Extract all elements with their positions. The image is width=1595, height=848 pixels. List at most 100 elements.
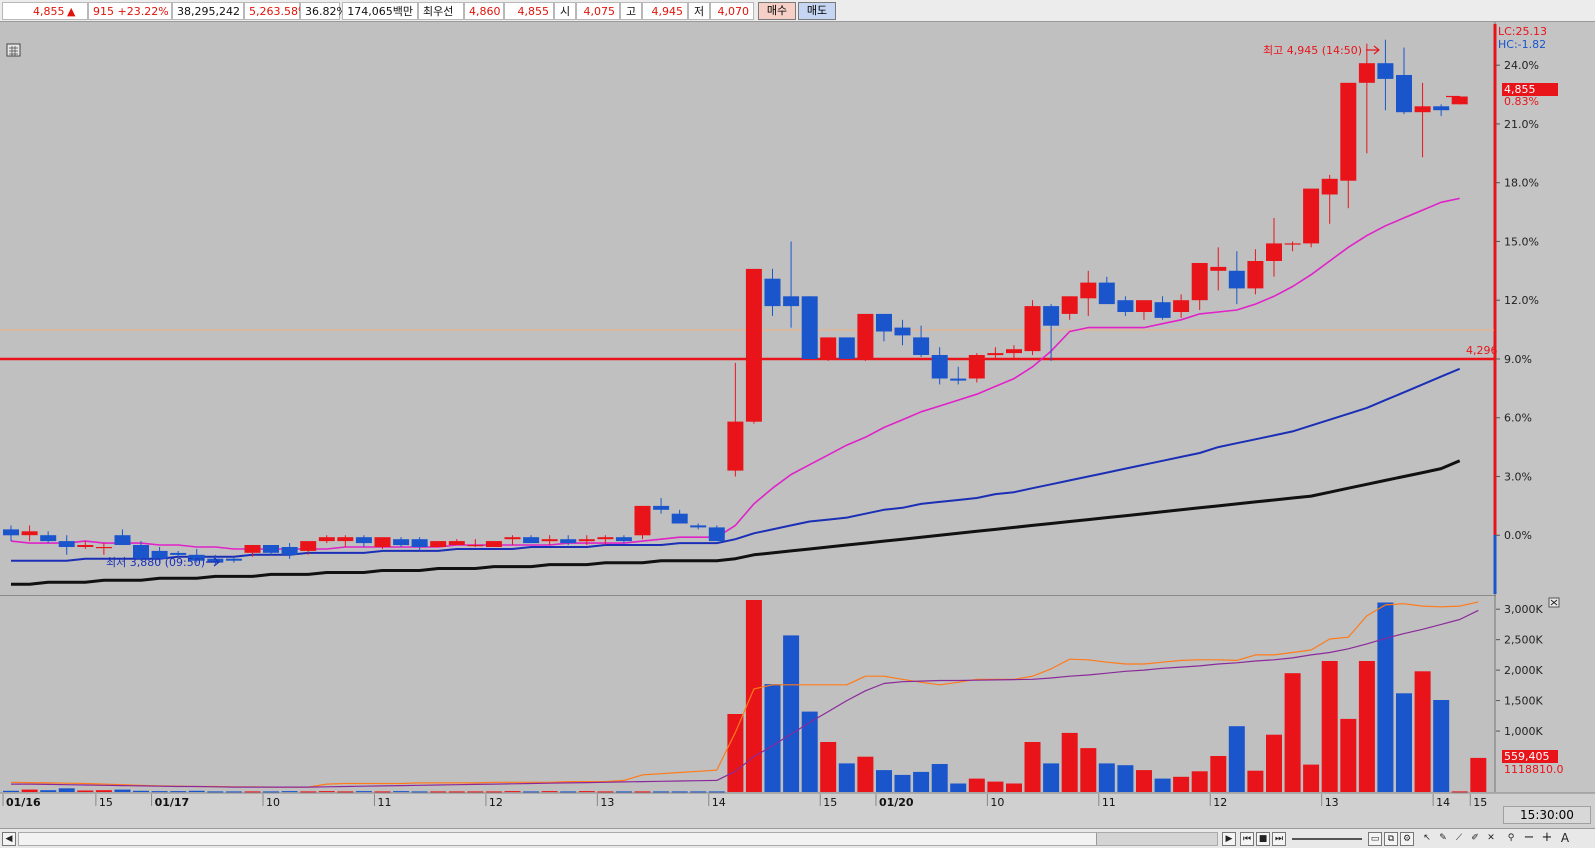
- candle-body: [727, 421, 744, 471]
- best-bid: 4,860: [469, 5, 501, 18]
- volume-bar: [318, 791, 335, 793]
- volume-bar: [950, 783, 967, 792]
- skip-forward-icon[interactable]: ⏭: [1272, 832, 1286, 846]
- window-copy-icon[interactable]: ⧉: [1384, 832, 1398, 846]
- trade-volume: 38,295,242: [177, 5, 240, 18]
- candle-body: [225, 558, 242, 561]
- volume-bar: [708, 791, 725, 793]
- zoom-slider[interactable]: [1292, 838, 1362, 840]
- volume-bar: [1006, 783, 1022, 792]
- volume-current-tag: 559,405: [1504, 750, 1550, 763]
- candle-body: [77, 545, 94, 547]
- candle-body: [1377, 63, 1394, 79]
- volume-bar: [1024, 742, 1041, 792]
- pen-icon[interactable]: ✐: [1471, 833, 1479, 843]
- scroll-thumb[interactable]: [1096, 833, 1217, 845]
- quote-bar: 4,855 ▲ 915 +23.22% 38,295,242 5,263.58%…: [0, 0, 1595, 22]
- volume-bar: [820, 742, 837, 792]
- chevron-right-icon[interactable]: ▶: [1222, 832, 1236, 846]
- time-tick-label: 01/20: [879, 796, 914, 809]
- time-tick-label: 11: [377, 796, 391, 809]
- volume-bar: [894, 774, 911, 792]
- high-label-box: 고: [620, 2, 642, 20]
- best-ask-box: 4,855: [504, 2, 554, 20]
- candle-body: [578, 539, 595, 542]
- volume-bar: [374, 791, 391, 793]
- stop-icon[interactable]: ■: [1256, 832, 1270, 846]
- settings-icon[interactable]: ⚙: [1400, 832, 1414, 846]
- plus-icon[interactable]: +: [1541, 830, 1553, 845]
- candle-body: [207, 558, 224, 563]
- hc-label: HC:-1.82: [1498, 38, 1546, 51]
- minus-icon[interactable]: −: [1523, 830, 1535, 845]
- price-tick-label: 3.0%: [1504, 470, 1532, 483]
- low-label-box: 저: [688, 2, 710, 20]
- sell-button[interactable]: 매도: [798, 2, 836, 20]
- candle-body: [430, 541, 447, 547]
- skip-back-icon[interactable]: ⏮: [1240, 832, 1254, 846]
- stock-chart[interactable]: 4,296 24.0% 21.0% 18.0% 15.0% 12.0% 9.0% 6.0% 3.…: [0, 0, 1595, 828]
- window-icon[interactable]: ▭: [1368, 832, 1382, 846]
- volume-bar: [671, 791, 688, 793]
- candle-body: [857, 313, 874, 359]
- candle-body: [523, 537, 540, 544]
- candle-body: [1321, 178, 1338, 195]
- reference-label: 4,296: [1466, 344, 1498, 357]
- chart-toolbar: ◀ ▶ ⏮ ■ ⏭ ▭ ⧉ ⚙ ↖ ✎ ⟋ ✐ ✕ ⚲ − + A: [0, 828, 1595, 848]
- volume-bar: [504, 791, 521, 793]
- time-label: 15:30:00: [1503, 806, 1591, 824]
- ma-long-line: [11, 459, 1461, 586]
- magnifier-icon[interactable]: ⚲: [1507, 833, 1515, 843]
- font-a-icon[interactable]: A: [1560, 831, 1570, 845]
- volume-bar: [77, 790, 94, 792]
- low-label: 저: [693, 5, 705, 18]
- price-tick-label: 9.0%: [1504, 353, 1532, 366]
- chevron-left-icon[interactable]: ◀: [2, 832, 16, 846]
- price-tick-label: 24.0%: [1504, 59, 1539, 72]
- candle-body: [1061, 296, 1078, 314]
- change-box: 915 +23.22%: [88, 2, 172, 20]
- open-price: 4,075: [583, 5, 616, 18]
- time-tick-label: 15: [823, 796, 837, 809]
- trend-icon[interactable]: ⟋: [1455, 833, 1463, 843]
- time-tick-label: 12: [1213, 796, 1227, 809]
- price-tick-label: 6.0%: [1504, 412, 1532, 425]
- candle-body: [170, 552, 187, 555]
- volume-bar: [783, 635, 800, 792]
- volume-bar: [337, 791, 354, 793]
- candle-body: [40, 535, 57, 542]
- cursor-icon[interactable]: ↖: [1423, 833, 1431, 843]
- horizontal-scrollbar[interactable]: [18, 832, 1218, 846]
- volume-ratio-box: 5,263.58%: [244, 2, 308, 20]
- candle-body: [931, 355, 948, 379]
- candle-body: [913, 337, 930, 355]
- time-tick-label: 13: [1325, 796, 1339, 809]
- lc-label: LC:25.13: [1498, 25, 1547, 38]
- time-tick-label: 15: [99, 796, 113, 809]
- volume-bar: [411, 791, 428, 793]
- grid-icon[interactable]: [6, 43, 21, 57]
- volume-bar: [1340, 718, 1357, 792]
- buy-button[interactable]: 매수: [758, 2, 796, 20]
- high-label: 고: [625, 5, 637, 18]
- volume-bar: [40, 790, 57, 792]
- volume-bar: [597, 791, 614, 793]
- draw-icon[interactable]: ✎: [1439, 833, 1447, 843]
- low-annotation: 최저 3,880 (09:50): [106, 556, 205, 569]
- candle-body: [1210, 266, 1227, 271]
- candle-body: [151, 550, 168, 559]
- volume-bar: [393, 791, 410, 793]
- volume-bar: [188, 790, 205, 792]
- candle-body: [634, 505, 651, 536]
- turnover-pct: 36.82%: [305, 5, 347, 18]
- volume-bar: [1080, 748, 1097, 792]
- volume-bar: [541, 791, 558, 793]
- amount-box: 174,065백만: [342, 2, 418, 20]
- volume-tag-bg: [1502, 750, 1558, 763]
- volume-bar: [1433, 700, 1450, 792]
- time-tick-label: 12: [489, 796, 503, 809]
- candle-body: [1098, 282, 1115, 305]
- erase-icon[interactable]: ✕: [1487, 833, 1495, 843]
- candle-body: [504, 537, 521, 540]
- volume-bar: [913, 771, 930, 792]
